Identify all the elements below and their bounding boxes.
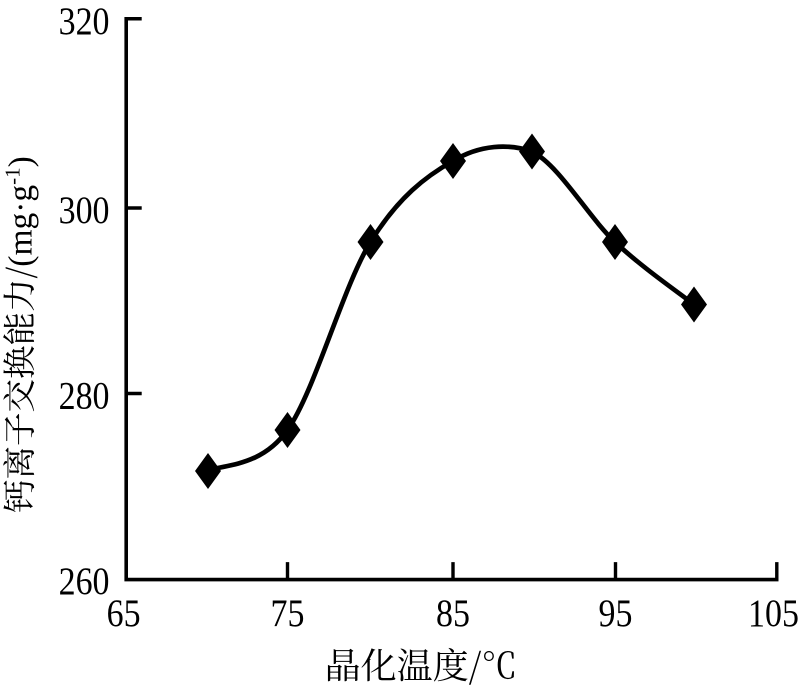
svg-text:65: 65 [107, 591, 141, 635]
svg-text:75: 75 [271, 591, 305, 635]
svg-text:105: 105 [748, 591, 799, 635]
svg-text:85: 85 [436, 591, 470, 635]
svg-text:320: 320 [59, 0, 110, 42]
svg-text:95: 95 [599, 591, 633, 635]
svg-text:280: 280 [59, 373, 110, 417]
svg-text:300: 300 [59, 188, 110, 232]
svg-text:260: 260 [59, 559, 110, 603]
